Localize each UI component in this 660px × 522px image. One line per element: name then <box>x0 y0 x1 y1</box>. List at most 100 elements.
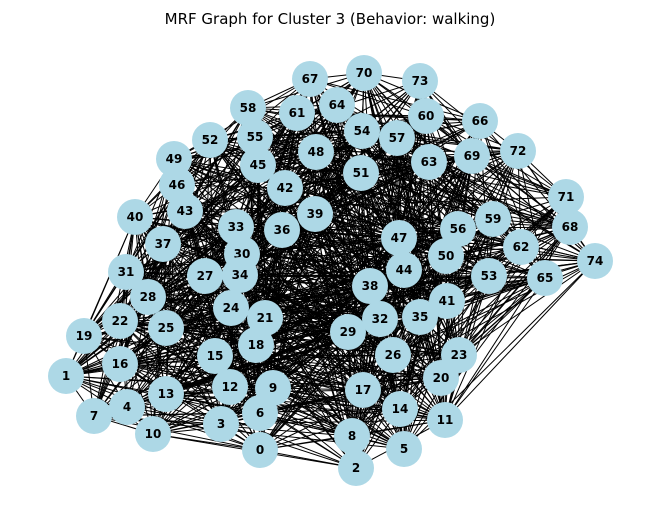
graph-edge <box>119 363 442 379</box>
graph-edge <box>119 363 231 388</box>
graph-edge <box>255 285 371 346</box>
graph-edge <box>165 327 394 356</box>
graph-edge <box>254 136 430 163</box>
graph-node-46: 46 <box>159 167 195 203</box>
graph-edge <box>444 277 546 421</box>
graph-node-32: 32 <box>362 301 398 337</box>
graph-edge <box>125 253 243 273</box>
node-label: 70 <box>356 66 373 80</box>
node-circle <box>402 63 438 99</box>
node-label: 56 <box>450 222 467 236</box>
node-circle <box>552 209 588 245</box>
node-circle <box>462 103 498 139</box>
node-label: 43 <box>177 204 194 218</box>
node-label: 3 <box>217 417 225 431</box>
graph-node-1: 1 <box>48 358 84 394</box>
node-label: 11 <box>437 413 454 427</box>
node-circle <box>240 147 276 183</box>
graph-edge <box>165 139 211 329</box>
graph-edge <box>229 386 353 437</box>
graph-node-63: 63 <box>411 144 447 180</box>
node-circle <box>203 406 239 442</box>
graph-edge <box>392 277 546 356</box>
node-label: 27 <box>197 269 214 283</box>
node-label: 63 <box>421 155 438 169</box>
node-circle <box>148 376 184 412</box>
graph-node-51: 51 <box>343 155 379 191</box>
node-label: 38 <box>362 279 379 293</box>
graph-node-45: 45 <box>240 147 276 183</box>
graph-node-13: 13 <box>148 376 184 412</box>
graph-edge <box>134 216 448 302</box>
graph-edge <box>214 355 364 391</box>
node-label: 71 <box>558 190 575 204</box>
graph-node-10: 10 <box>135 416 171 452</box>
node-circle <box>577 243 613 279</box>
graph-node-4: 4 <box>109 389 145 425</box>
node-circle <box>382 391 418 427</box>
node-circle <box>279 95 315 131</box>
node-circle <box>212 369 248 405</box>
graph-node-53: 53 <box>471 258 507 294</box>
node-circle <box>352 268 388 304</box>
node-circle <box>428 238 464 274</box>
node-circle <box>187 258 223 294</box>
node-circle <box>156 141 192 177</box>
node-label: 53 <box>481 269 498 283</box>
graph-node-9: 9 <box>255 370 291 406</box>
graph-node-31: 31 <box>108 254 144 290</box>
graph-node-16: 16 <box>102 346 138 382</box>
graph-node-40: 40 <box>117 199 153 235</box>
node-circle <box>386 252 422 288</box>
node-label: 42 <box>277 181 294 195</box>
node-label: 37 <box>155 237 172 251</box>
graph-node-39: 39 <box>297 196 333 232</box>
node-circle <box>102 303 138 339</box>
graph-node-21: 21 <box>247 300 283 336</box>
node-label: 25 <box>158 321 175 335</box>
graph-node-59: 59 <box>475 201 511 237</box>
node-circle <box>230 90 266 126</box>
node-circle <box>130 279 166 315</box>
graph-edge <box>239 274 381 320</box>
graph-node-35: 35 <box>402 299 438 335</box>
graph-edge <box>360 172 447 257</box>
node-circle <box>109 389 145 425</box>
node-circle <box>102 346 138 382</box>
graph-edge <box>125 226 237 273</box>
graph-edge <box>184 107 249 212</box>
node-label: 68 <box>562 220 579 234</box>
node-circle <box>213 290 249 326</box>
node-circle <box>247 300 283 336</box>
node-circle <box>441 337 477 373</box>
graph-node-54: 54 <box>344 113 380 149</box>
graph-edge <box>220 423 357 469</box>
node-circle <box>429 283 465 319</box>
node-layer: 0123456789101112131415161718192021222324… <box>48 55 613 486</box>
graph-node-27: 27 <box>187 258 223 294</box>
node-label: 51 <box>353 166 370 180</box>
graph-node-29: 29 <box>330 314 366 350</box>
graph-node-72: 72 <box>500 133 536 169</box>
node-label: 61 <box>289 106 306 120</box>
graph-node-73: 73 <box>402 63 438 99</box>
node-circle <box>159 167 195 203</box>
node-label: 12 <box>222 380 239 394</box>
graph-edge <box>119 320 231 388</box>
node-circle <box>145 226 181 262</box>
graph-edge <box>517 150 546 279</box>
graph-node-56: 56 <box>440 211 476 247</box>
graph-edge <box>65 277 546 377</box>
graph-edge <box>134 216 241 276</box>
graph-node-65: 65 <box>527 260 563 296</box>
graph-node-41: 41 <box>429 283 465 319</box>
graph-edge <box>315 151 430 163</box>
graph-edge <box>264 317 394 356</box>
graph-node-47: 47 <box>381 220 417 256</box>
node-circle <box>330 314 366 350</box>
graph-node-74: 74 <box>577 243 613 279</box>
graph-edge <box>399 275 490 410</box>
graph-title: MRF Graph for Cluster 3 (Behavior: walki… <box>165 10 496 28</box>
node-label: 5 <box>400 442 408 456</box>
